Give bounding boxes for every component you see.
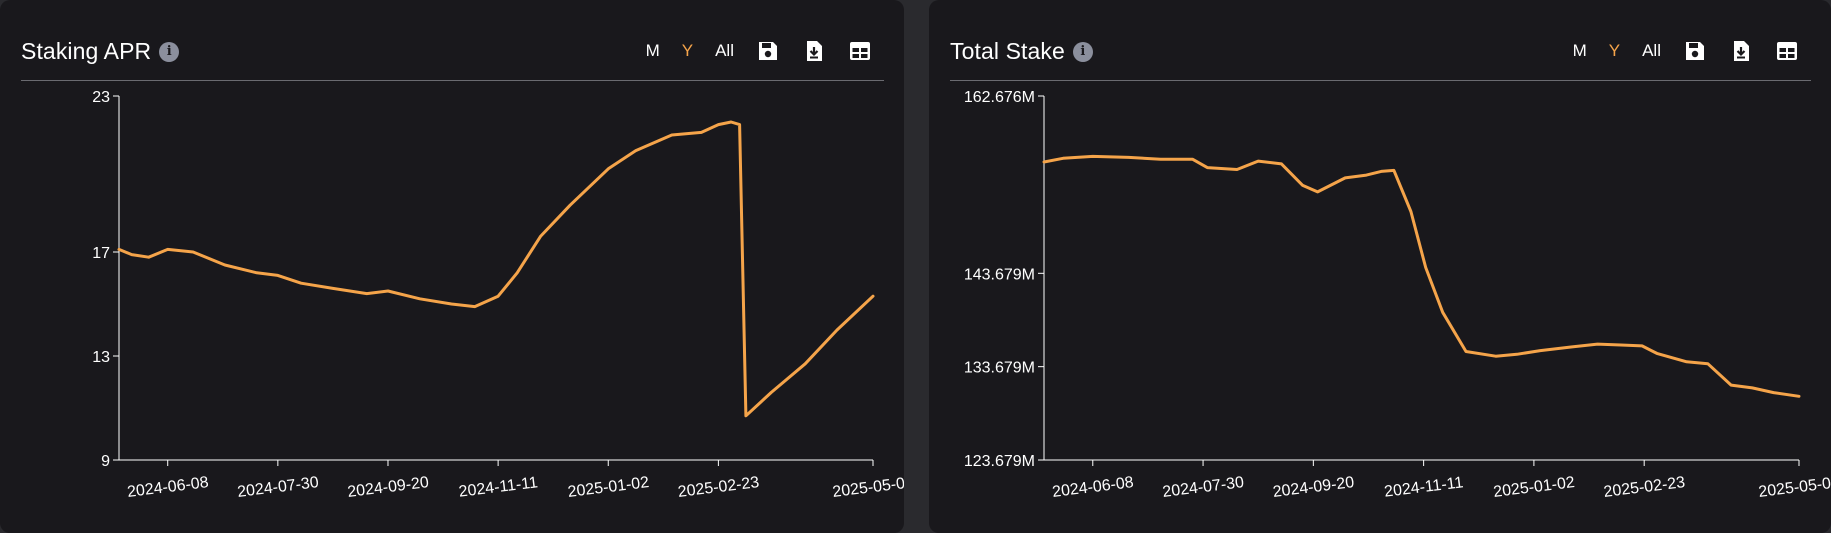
total-stake-panel: Total Stake i M Y All <box>929 0 1831 533</box>
x-tick-label: 2024-09-20 <box>1272 474 1355 501</box>
table-icon[interactable] <box>1775 39 1799 63</box>
y-tick-label: 23 <box>92 89 110 106</box>
x-tick-label: 2024-06-08 <box>1051 474 1134 501</box>
x-tick-label: 2025-01-02 <box>1492 474 1575 501</box>
chart-toolbar: M Y All <box>624 36 872 66</box>
x-tick-label: 2024-07-30 <box>1162 474 1245 501</box>
x-tick-label: 2024-06-08 <box>126 474 209 501</box>
series-line <box>1042 154 1801 398</box>
x-tick-label: 2024-11-11 <box>458 474 539 501</box>
x-tick-label: 2025-05-07 <box>1758 474 1831 501</box>
x-tick-label: 2025-01-02 <box>567 474 650 501</box>
total-stake-chart: 123.679M 133.679M 143.679M 162.676M 2024-06-… <box>964 89 1831 501</box>
y-tick-label: 17 <box>92 245 110 262</box>
save-icon[interactable] <box>756 39 780 63</box>
table-icon[interactable] <box>848 39 872 63</box>
panel-header: Total Stake i M Y All <box>950 28 1811 81</box>
y-tick-label: 133.679M <box>964 360 1035 377</box>
x-tick-label: 2024-07-30 <box>236 474 319 501</box>
panel-title-text: Total Stake <box>950 38 1065 64</box>
series-line <box>117 120 875 418</box>
y-tick-label: 162.676M <box>964 89 1035 106</box>
info-icon[interactable]: i <box>159 41 180 62</box>
range-all-button[interactable]: All <box>715 41 734 60</box>
staking-apr-panel: Staking APR i M Y All <box>0 0 904 533</box>
y-tick-label: 13 <box>92 349 110 366</box>
x-tick-label: 2025-05-07 <box>832 474 904 501</box>
range-month-button[interactable]: M <box>1572 41 1587 60</box>
range-month-button[interactable]: M <box>645 41 660 60</box>
range-all-button[interactable]: All <box>1642 41 1661 60</box>
range-year-button[interactable]: Y <box>681 41 694 60</box>
range-year-button[interactable]: Y <box>1608 41 1621 60</box>
panel-title: Staking APR i <box>21 38 180 65</box>
y-tick-label: 9 <box>101 453 110 470</box>
x-tick-label: 2024-11-11 <box>1383 474 1464 501</box>
y-tick-label: 143.679M <box>964 266 1035 283</box>
staking-apr-chart: 9 13 17 23 2024-06-08 2024-07-30 2024-09-20 202… <box>92 89 904 501</box>
download-icon[interactable] <box>1729 39 1753 63</box>
download-icon[interactable] <box>802 39 826 63</box>
panel-title-text: Staking APR <box>21 38 152 64</box>
x-tick-label: 2025-02-23 <box>677 474 760 501</box>
info-icon[interactable]: i <box>1072 41 1093 62</box>
y-tick-label: 123.679M <box>964 453 1035 470</box>
panel-header: Staking APR i M Y All <box>21 28 884 81</box>
panel-title: Total Stake i <box>950 38 1093 65</box>
save-icon[interactable] <box>1683 39 1707 63</box>
x-tick-label: 2024-09-20 <box>347 474 430 501</box>
chart-toolbar: M Y All <box>1551 36 1799 66</box>
x-tick-label: 2025-02-23 <box>1603 474 1686 501</box>
